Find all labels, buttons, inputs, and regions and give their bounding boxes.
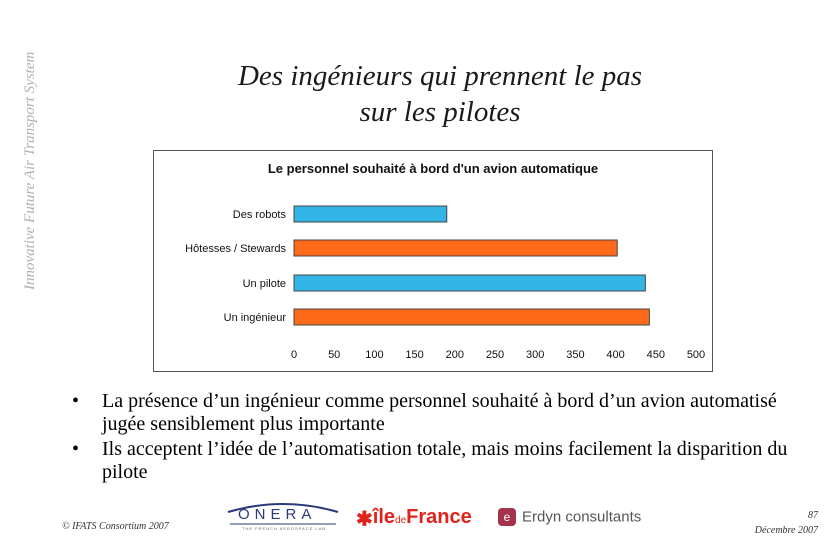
erdyn-badge-icon: e [498,508,516,526]
chart-title: Le personnel souhaité à bord d'un avion … [268,161,598,176]
bar-chart-svg: Le personnel souhaité à bord d'un avion … [153,150,713,372]
bullet-item-1: • La présence d’un ingénieur comme perso… [72,390,792,436]
x-tick-label-3: 150 [405,349,423,361]
x-tick-label-1: 50 [328,349,340,361]
bar-3 [293,308,650,326]
bullet-list: • La présence d’un ingénieur comme perso… [72,390,792,486]
onera-tagline: THE FRENCH AEROSPACE LAB [242,526,326,531]
category-label-3: Un ingénieur [224,312,287,324]
chart-category-labels: Des robots Hôtesses / Stewards Un pilote Un… [185,209,286,324]
category-label-2: Un pilote [243,278,286,290]
x-tick-label-8: 400 [606,349,624,361]
bullet-text-1: La présence d’un ingénieur comme personn… [102,390,777,435]
bar-chart: Le personnel souhaité à bord d'un avion … [153,150,713,372]
slide-title: Des ingénieurs qui prennent le pas sur l… [150,58,730,130]
bar-2 [293,274,646,292]
slide-title-line-2: sur les pilotes [359,96,521,128]
erdyn-name: Erdyn consultants [522,508,642,526]
side-caption-text: Innovative Future Air Transport System [22,51,38,290]
x-tick-label-9: 450 [647,349,665,361]
x-tick-label-2: 100 [365,349,383,361]
footer-copyright: © IFATS Consortium 2007 [62,521,169,532]
slide-title-line-1: Des ingénieurs qui prennent le pas [237,60,643,92]
x-tick-label-0: 0 [291,349,297,361]
bullet-text-2: Ils acceptent l’idée de l’automatisation… [102,438,788,483]
x-tick-label-5: 250 [486,349,504,361]
x-tick-label-10: 500 [687,349,705,361]
footer-right: 87 Décembre 2007 [755,508,818,538]
bullet-item-2: • Ils acceptent l’idée de l’automatisati… [72,438,792,484]
category-label-1: Hôtesses / Stewards [185,243,286,255]
x-tick-label-4: 200 [446,349,464,361]
category-label-0: Des robots [233,209,287,221]
erdyn-logo: e Erdyn consultants [498,508,641,532]
bar-1 [293,239,618,257]
iledefrance-logo: ✱îledeFrance [356,506,472,530]
idf-ile-text: île [372,506,396,528]
bar-0 [293,205,448,223]
idf-france-text: France [406,506,472,528]
bullet-symbol: • [72,390,80,412]
page-number: 87 [808,510,818,521]
x-tick-label-6: 300 [526,349,544,361]
footer-date: Décembre 2007 [754,525,818,536]
bullet-symbol: • [72,438,80,460]
onera-arc-icon [227,503,339,525]
star-icon: ✱ [356,508,373,531]
chart-bars [293,205,650,326]
chart-x-ticks: 0 50 100 150 200 250 300 350 400 450 500 [291,349,705,361]
onera-wordmark: ONERA [238,506,317,523]
x-tick-label-7: 350 [566,349,584,361]
idf-de-text: de [395,515,407,526]
onera-logo: ONERA THE FRENCH AEROSPACE LAB [222,498,344,534]
chart-frame [153,150,713,372]
